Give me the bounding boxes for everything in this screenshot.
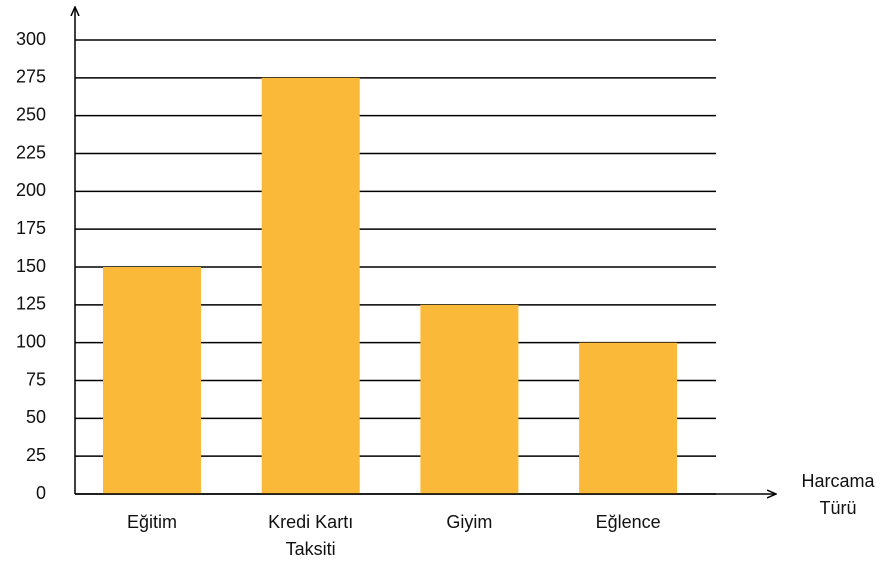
y-tick-label: 275: [16, 67, 46, 87]
x-axis-label: Harcama Türü: [801, 471, 875, 518]
x-tick-label: Kredi Kartı Taksiti: [268, 512, 354, 559]
bar: [103, 267, 201, 494]
y-tick-label: 125: [16, 294, 46, 314]
y-tick-label: 100: [16, 331, 46, 351]
bar: [261, 77, 360, 494]
bar: [579, 342, 678, 494]
y-tick-label: 75: [26, 369, 46, 389]
x-tick-label: Eğlence: [595, 512, 661, 532]
y-tick-label: 150: [16, 256, 46, 276]
y-tick-label: 0: [36, 483, 46, 503]
x-tick-label: Giyim: [446, 512, 493, 532]
y-tick-label: 300: [16, 29, 46, 49]
y-tick-label: 50: [26, 407, 46, 427]
y-tick-label: 25: [26, 445, 46, 465]
y-tick-label: 175: [16, 218, 46, 238]
bar: [420, 304, 519, 494]
y-tick-label: 200: [16, 180, 46, 200]
y-tick-label: 225: [16, 142, 46, 162]
x-tick-label: Eğitim: [126, 512, 177, 532]
y-tick-label: 250: [16, 104, 46, 124]
